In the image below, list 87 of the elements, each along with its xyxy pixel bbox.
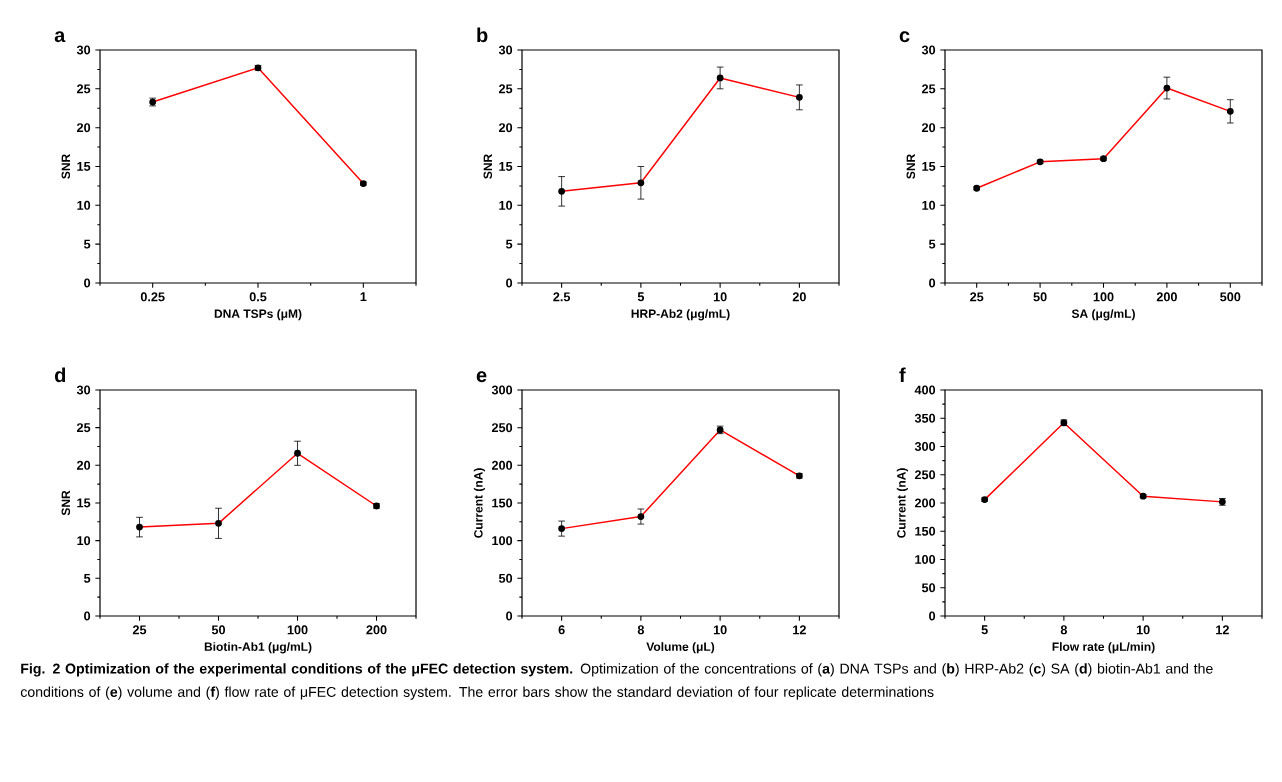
x-axis-title: Biotin-Ab1 (μg/mL) bbox=[204, 642, 312, 654]
y-tick-label: 25 bbox=[76, 84, 91, 94]
y-tick-label: 100 bbox=[492, 536, 513, 546]
x-tick-label: 50 bbox=[1033, 292, 1047, 302]
x-tick-label: 20 bbox=[792, 292, 806, 302]
y-tick-label: 20 bbox=[76, 460, 91, 470]
x-axis-title: HRP-Ab2 (μg/mL) bbox=[631, 309, 730, 321]
y-tick-label: 200 bbox=[914, 498, 936, 508]
y-tick-label: 5 bbox=[928, 239, 936, 249]
y-tick-label: 10 bbox=[922, 200, 936, 210]
y-tick-label: 0 bbox=[929, 278, 936, 288]
y-tick-label: 250 bbox=[914, 470, 936, 480]
y-tick-label: 10 bbox=[499, 200, 513, 210]
y-axis-title: Current (nA) bbox=[473, 468, 486, 538]
y-tick-label: 0 bbox=[506, 278, 513, 288]
y-tick-label: 15 bbox=[77, 162, 91, 171]
y-tick-label: 0 bbox=[929, 611, 936, 621]
y-tick-label: 30 bbox=[76, 45, 91, 55]
x-tick-label: 6 bbox=[558, 625, 565, 635]
x-tick-label: 5 bbox=[637, 292, 645, 302]
y-tick-label: 100 bbox=[915, 555, 936, 564]
x-tick-label: 12 bbox=[1216, 625, 1229, 635]
chart-title: a bbox=[54, 31, 66, 43]
y-tick-label: 50 bbox=[921, 583, 936, 593]
y-tick-label: 5 bbox=[505, 239, 513, 249]
y-tick-label: 5 bbox=[83, 239, 91, 249]
y-tick-label: 25 bbox=[498, 84, 513, 94]
chart-title: c bbox=[899, 31, 910, 43]
x-axis-title: DNA TSPs (μM) bbox=[214, 309, 302, 321]
x-tick-label: 12 bbox=[793, 625, 806, 635]
y-tick-label: 250 bbox=[491, 423, 513, 433]
y-axis-title: SNR bbox=[483, 154, 493, 179]
y-tick-label: 150 bbox=[915, 526, 936, 536]
y-tick-label: 300 bbox=[491, 385, 513, 395]
y-axis-title: Current (nA) bbox=[896, 468, 908, 538]
y-tick-label: 30 bbox=[76, 385, 91, 395]
x-tick-label: 8 bbox=[637, 625, 645, 635]
x-tick-label: 5 bbox=[981, 625, 988, 635]
y-tick-label: 15 bbox=[922, 162, 936, 171]
x-axis-title: SA (μg/mL) bbox=[1071, 309, 1135, 321]
y-tick-label: 15 bbox=[77, 498, 91, 508]
y-tick-label: 0 bbox=[84, 278, 91, 288]
x-tick-label: 10 bbox=[713, 292, 727, 302]
y-tick-label: 30 bbox=[921, 45, 936, 55]
y-tick-label: 300 bbox=[914, 442, 936, 451]
chart-title: b bbox=[477, 27, 488, 43]
y-tick-label: 0 bbox=[506, 611, 513, 621]
y-tick-label: 20 bbox=[76, 123, 91, 133]
x-tick-label: 100 bbox=[287, 625, 308, 635]
y-tick-label: 25 bbox=[921, 84, 936, 94]
x-tick-label: 500 bbox=[1220, 292, 1241, 302]
x-tick-label: 25 bbox=[132, 625, 147, 635]
x-axis-title: Flow rate (μL/min) bbox=[1052, 642, 1155, 654]
x-tick-label: 25 bbox=[970, 292, 984, 302]
y-tick-label: 0 bbox=[84, 611, 91, 621]
chart-title: f bbox=[899, 367, 906, 382]
y-tick-label: 30 bbox=[498, 45, 513, 55]
y-tick-label: 200 bbox=[491, 460, 513, 470]
x-tick-label: 0.25 bbox=[140, 292, 165, 302]
y-tick-label: 5 bbox=[83, 573, 91, 583]
x-tick-label: 100 bbox=[1093, 292, 1114, 302]
y-tick-label: 350 bbox=[914, 413, 936, 423]
y-tick-label: 25 bbox=[76, 423, 91, 433]
y-tick-label: 150 bbox=[492, 498, 513, 508]
y-tick-label: 20 bbox=[921, 123, 936, 133]
y-tick-label: 15 bbox=[499, 162, 513, 171]
y-axis-title: SNR bbox=[61, 154, 71, 179]
y-tick-label: 10 bbox=[77, 200, 91, 210]
x-tick-label: 2.5 bbox=[553, 292, 571, 302]
chart-title: e bbox=[476, 371, 487, 383]
y-tick-label: 50 bbox=[498, 573, 513, 583]
x-tick-label: 200 bbox=[366, 625, 387, 635]
x-tick-label: 0.5 bbox=[249, 292, 267, 302]
x-tick-label: 8 bbox=[1060, 625, 1067, 635]
chart-title: d bbox=[54, 367, 66, 383]
y-axis-title: SNR bbox=[61, 490, 71, 516]
y-axis-title: SNR bbox=[906, 154, 916, 179]
x-tick-label: 50 bbox=[211, 625, 226, 635]
x-tick-label: 10 bbox=[713, 625, 727, 635]
text: Fig. 2 Optimization of the experimental conditions of the μFEC detection system. Optimization of the concentrations of (a) DNA TSPs and (b) HRP-Ab2 (c) SA (d) biotin-Ab1 and the conditions of (e) volume and (f) flow rate of μFEC detection system. The error bars show the standard deviation of four replicate determinations bbox=[20, 663, 1213, 700]
x-tick-label: 1 bbox=[360, 292, 367, 302]
x-tick-label: 200 bbox=[1156, 292, 1177, 302]
y-tick-label: 10 bbox=[77, 536, 91, 546]
y-tick-label: 20 bbox=[498, 123, 513, 133]
y-tick-label: 400 bbox=[914, 385, 936, 395]
x-tick-label: 10 bbox=[1136, 625, 1150, 635]
x-axis-title: Volume (μL) bbox=[646, 642, 715, 654]
